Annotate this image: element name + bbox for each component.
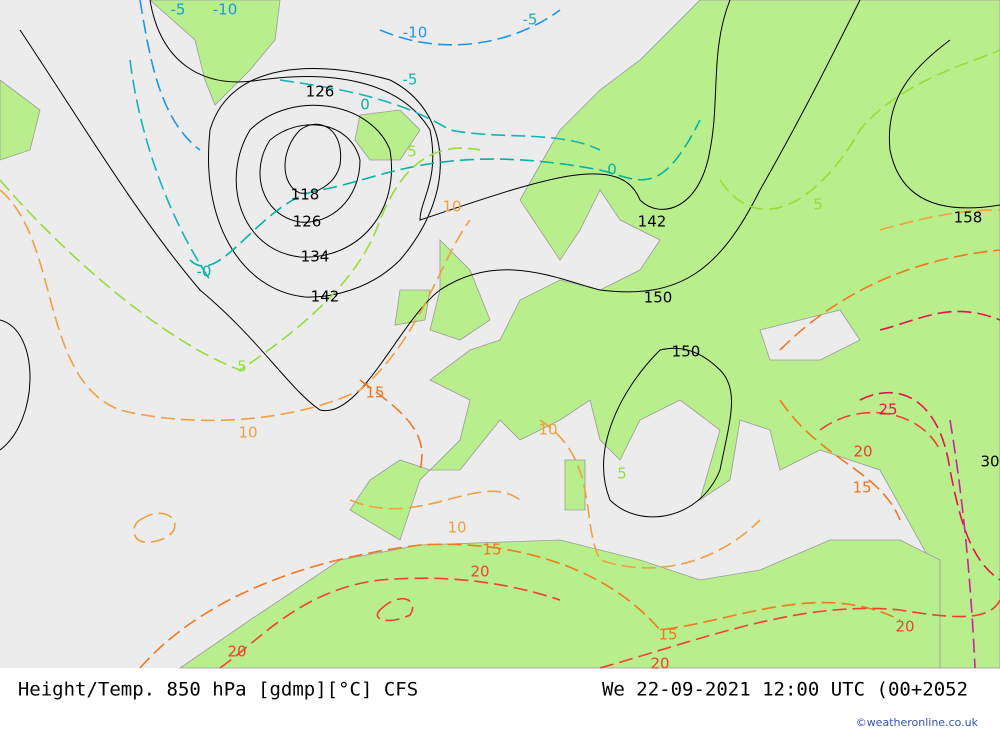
temp-label: -10 xyxy=(403,24,428,42)
temp-label: 10 xyxy=(538,421,557,439)
temp-label: 5 xyxy=(237,358,247,376)
temp-contour xyxy=(949,419,976,669)
temp-label: 30 xyxy=(980,453,999,471)
temp-contour xyxy=(139,0,561,151)
temp-label: -5 xyxy=(523,11,538,29)
height-contour xyxy=(0,319,31,451)
height-contour xyxy=(888,39,1000,209)
temp-label: -5 xyxy=(171,1,186,19)
height-contour xyxy=(235,104,392,258)
temp-label: 5 xyxy=(407,143,417,161)
temp-label: 10 xyxy=(442,198,461,216)
temp-contour xyxy=(859,310,1000,581)
height-contour xyxy=(149,0,731,221)
temp-label: 20 xyxy=(895,618,914,636)
land xyxy=(0,0,1000,669)
height-contours xyxy=(0,0,1000,518)
temp-contour xyxy=(219,411,1000,669)
height-contour xyxy=(284,123,342,194)
temp-label: 15 xyxy=(658,626,677,644)
temp-label: 15 xyxy=(852,479,871,497)
height-contour xyxy=(19,0,861,412)
temp-label: -5 xyxy=(403,71,418,89)
height-label: 134 xyxy=(301,248,330,266)
temp-contour xyxy=(189,119,701,267)
height-label: 158 xyxy=(954,209,983,227)
height-label: 142 xyxy=(638,213,667,231)
height-label: 126 xyxy=(293,213,322,231)
temp-label: -10 xyxy=(213,1,238,19)
height-label: 118 xyxy=(291,186,320,204)
footer-datetime: We 22-09-2021 12:00 UTC (00+2052 xyxy=(602,679,968,701)
temp-label: 5 xyxy=(617,465,627,483)
height-label: 150 xyxy=(644,289,673,307)
height-label: 150 xyxy=(672,343,701,361)
temp-label: 15 xyxy=(482,541,501,559)
temp-label: 10 xyxy=(238,424,257,442)
temp-label: 10 xyxy=(447,519,466,537)
temp-label: 20 xyxy=(853,443,872,461)
temp-label: 20 xyxy=(227,643,246,661)
temp-label: -0 xyxy=(197,263,212,281)
temp-label: 0 xyxy=(607,161,617,179)
temp-label: 5 xyxy=(813,196,823,214)
credit: ©weatheronline.co.uk xyxy=(856,716,979,729)
temp-contour xyxy=(0,189,1000,569)
height-contour xyxy=(259,124,361,223)
temp-contour xyxy=(129,59,601,281)
temp-contours xyxy=(0,0,1000,669)
temp-label: 0 xyxy=(360,96,370,114)
temp-label: 20 xyxy=(650,655,669,673)
height-contour xyxy=(603,347,732,518)
temp-contour xyxy=(139,249,1000,669)
temp-contour xyxy=(0,49,1000,371)
temp-label: 15 xyxy=(365,384,384,402)
height-contour xyxy=(208,68,441,298)
height-label: 142 xyxy=(311,288,340,306)
footer-title: Height/Temp. 850 hPa [gdmp][°C] CFS xyxy=(18,679,418,701)
temp-label: 20 xyxy=(470,563,489,581)
temp-label: 25 xyxy=(878,401,897,419)
height-label: 126 xyxy=(306,83,335,101)
